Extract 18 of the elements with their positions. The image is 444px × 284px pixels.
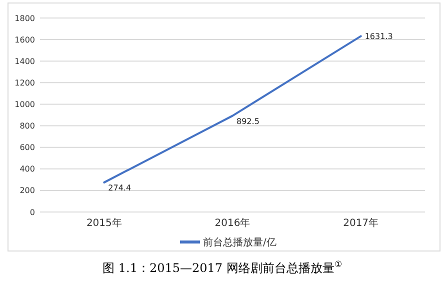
x-tick-label: 2017年 [343, 217, 379, 229]
y-tick-label: 1000 [14, 100, 35, 110]
text: 图 1.1：2015—2017 网络剧前台总播放量$^{①}$ [102, 259, 342, 275]
data-label: 274.4 [108, 183, 132, 192]
y-tick-label: 0 [30, 208, 35, 217]
y-tick-label: 200 [20, 186, 35, 196]
y-tick-label: 800 [20, 122, 35, 131]
y-tick-label: 400 [20, 164, 35, 174]
data-label: 1631.3 [364, 32, 393, 42]
data-label: 892.5 [236, 116, 260, 126]
x-tick-label: 2015年 [86, 217, 122, 229]
y-tick-label: 1200 [14, 78, 35, 88]
y-tick-label: 1600 [14, 35, 35, 44]
y-tick-label: 1800 [14, 14, 35, 23]
y-tick-label: 1400 [14, 56, 35, 66]
x-tick-label: 2016年 [214, 217, 250, 229]
y-tick-label: 600 [20, 143, 35, 152]
legend-label: 前台总播放量/亿 [203, 236, 276, 248]
